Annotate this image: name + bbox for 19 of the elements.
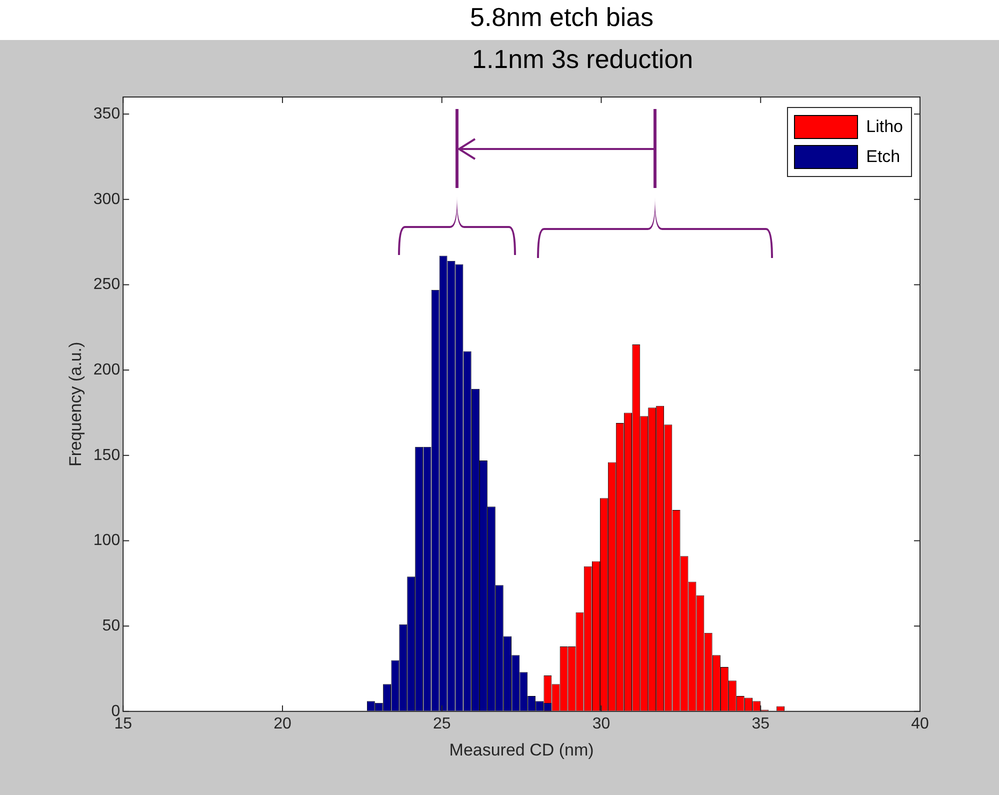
y-tick-label: 350 bbox=[93, 105, 120, 122]
y-axis-title: Frequency (a.u.) bbox=[66, 342, 85, 467]
y-tick-label: 50 bbox=[102, 617, 120, 634]
x-axis-title: Measured CD (nm) bbox=[449, 740, 594, 760]
legend-label: Etch bbox=[866, 147, 900, 167]
y-tick-label: 300 bbox=[93, 190, 120, 208]
legend-label: Litho bbox=[866, 117, 903, 137]
y-tick-label: 200 bbox=[93, 361, 120, 378]
x-tick-label: 30 bbox=[592, 715, 610, 732]
y-tick-label: 250 bbox=[93, 276, 120, 294]
y-tick-label: 100 bbox=[93, 532, 120, 550]
x-tick-label: 20 bbox=[274, 715, 292, 732]
x-tick-label: 15 bbox=[114, 715, 132, 732]
x-tick-label: 40 bbox=[911, 715, 929, 732]
text: 5.8nm etch bias bbox=[470, 2, 654, 33]
x-tick-label: 35 bbox=[752, 715, 770, 732]
x-tick-label: 25 bbox=[432, 715, 451, 732]
text: 1.1nm 3s reduction bbox=[472, 44, 694, 75]
y-tick-label: 150 bbox=[93, 446, 120, 464]
